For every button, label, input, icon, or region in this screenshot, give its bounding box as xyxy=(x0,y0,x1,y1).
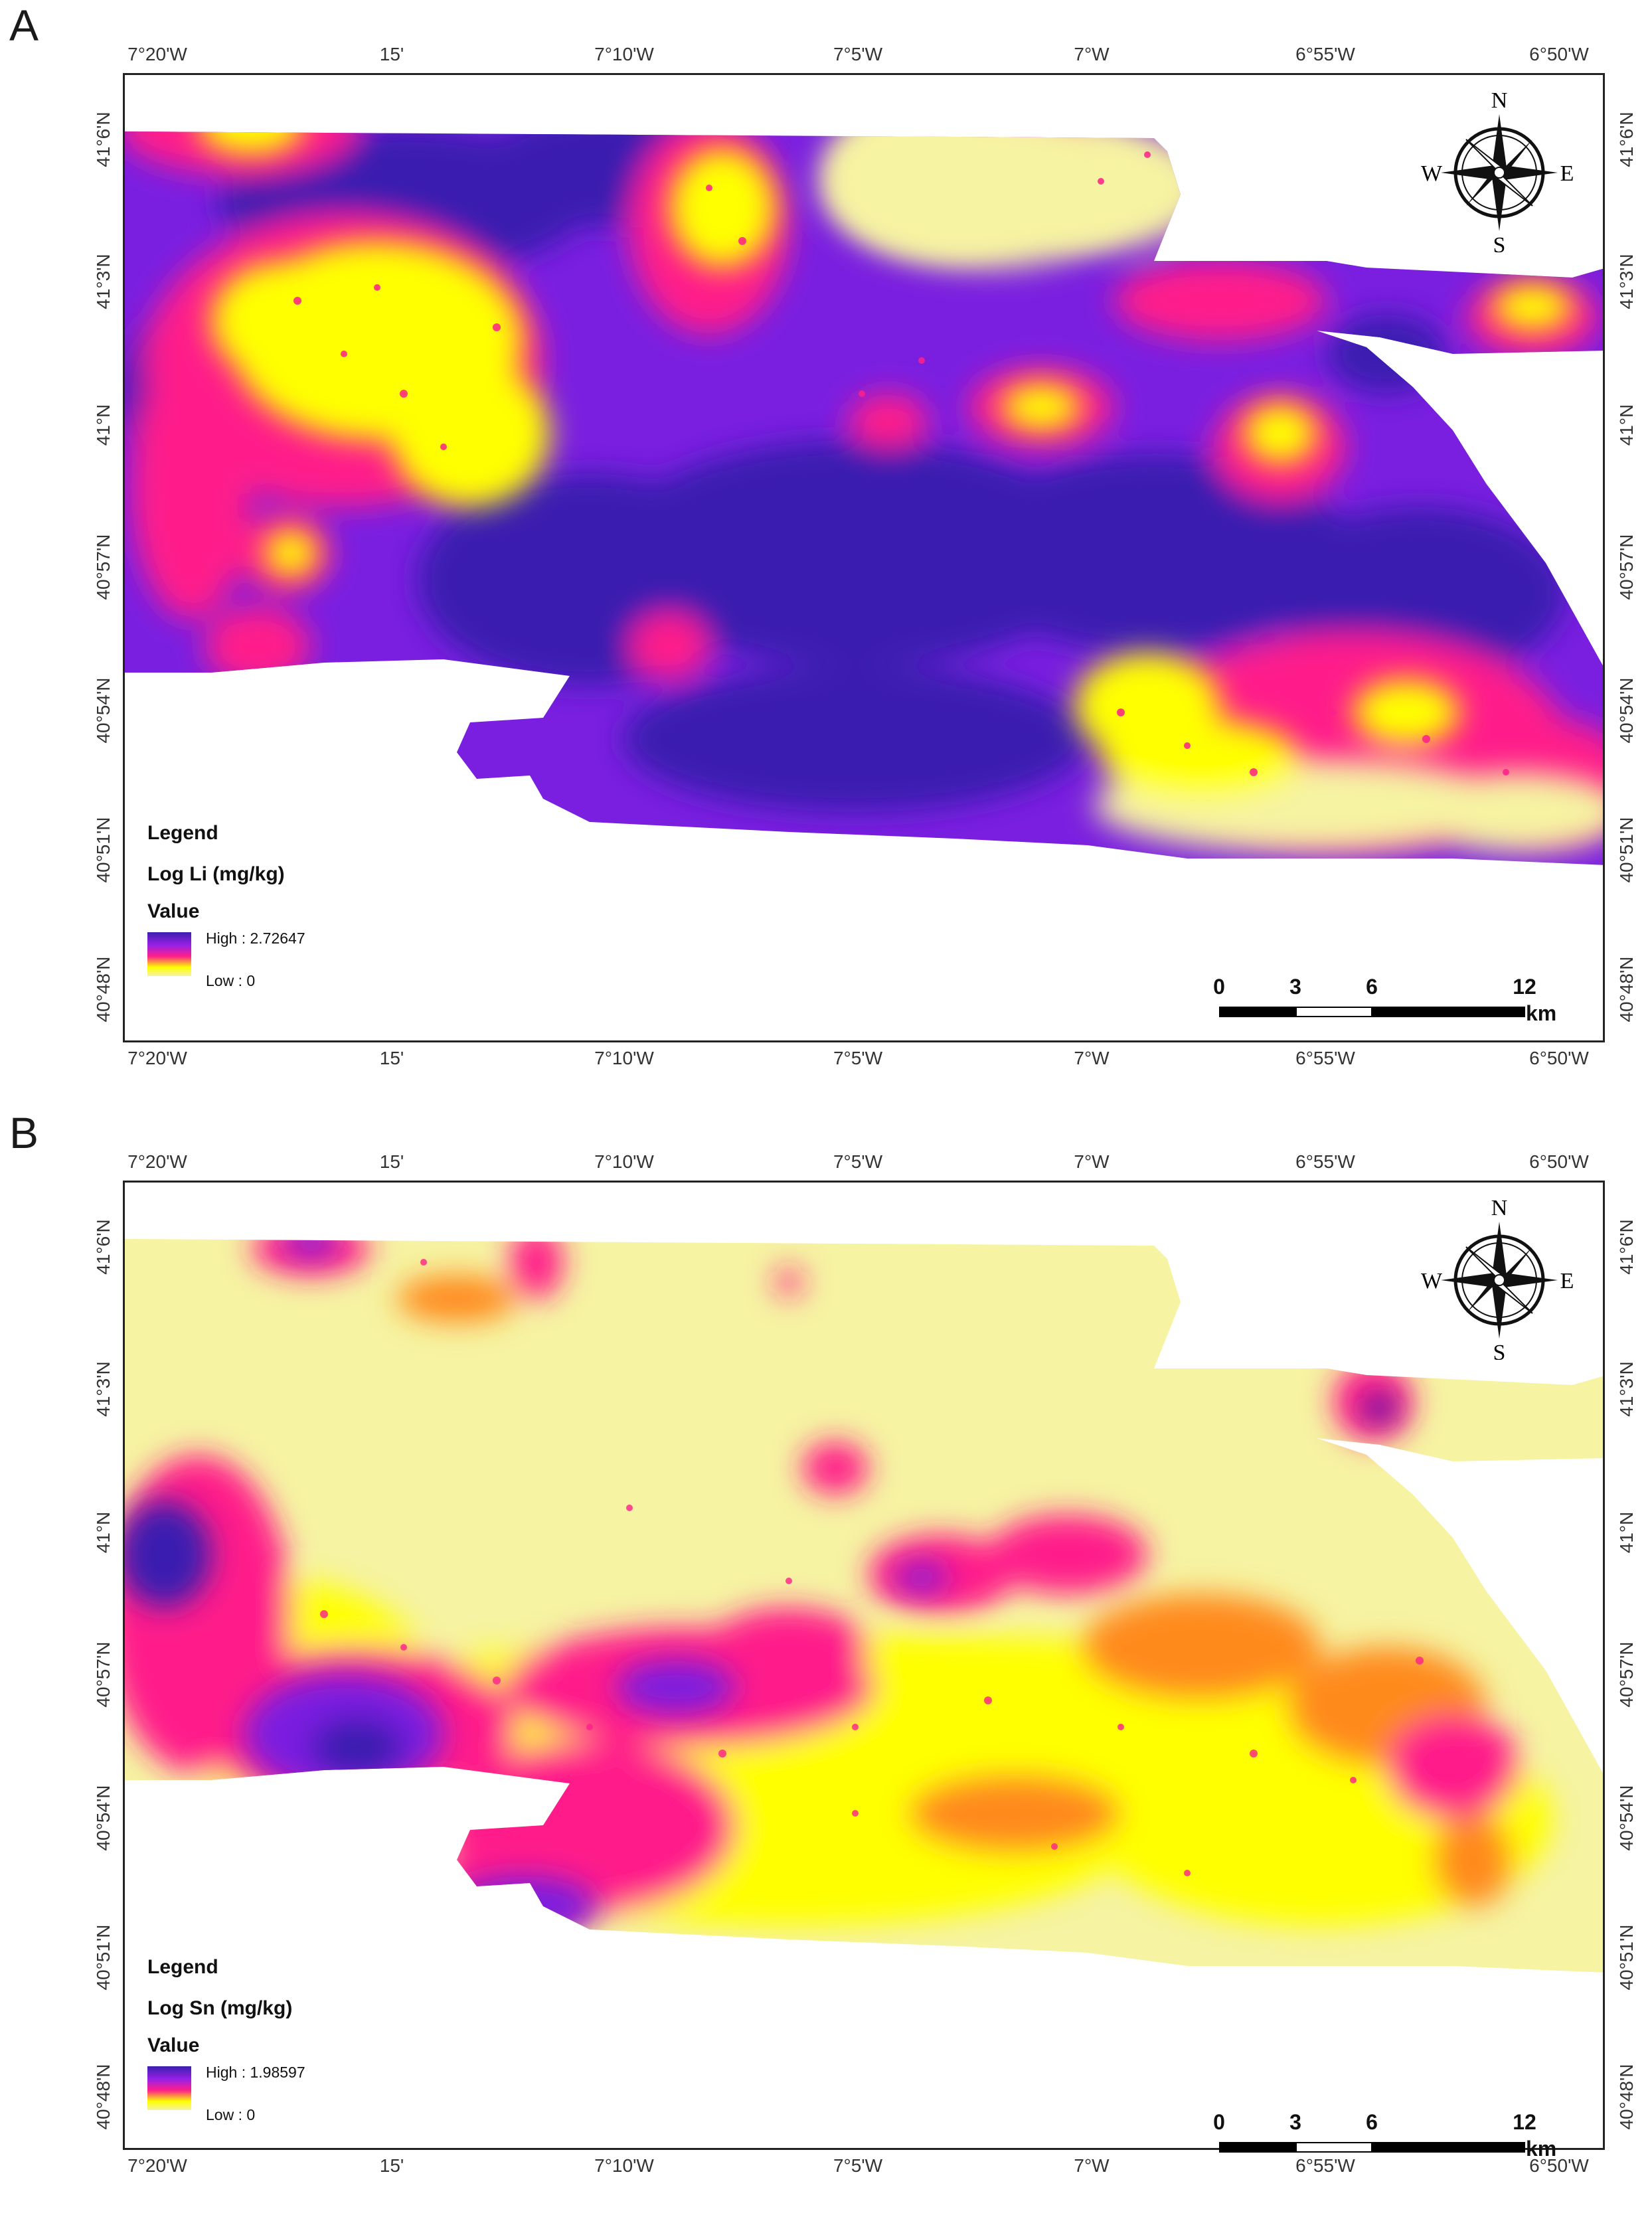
scale-tick: 12 xyxy=(1513,2110,1536,2134)
scale-unit: km xyxy=(1526,1001,1557,1025)
lon-tick: 6°50'W xyxy=(1529,2155,1589,2176)
legend-variable: Log Sn (mg/kg) xyxy=(147,1997,293,2019)
lon-tick: 6°55'W xyxy=(1295,1151,1355,1172)
lon-tick: 7°5'W xyxy=(833,2155,883,2176)
scale-segment xyxy=(1295,2142,1372,2153)
legend-high: High : 1.98597 xyxy=(206,2064,305,2081)
west-label: W xyxy=(1421,1269,1443,1293)
panel-label: A xyxy=(9,1,39,50)
map-frame xyxy=(123,1181,1605,2150)
scale-tick: 0 xyxy=(1213,975,1225,999)
scale-segment xyxy=(1219,2142,1296,2153)
legend-title: Legend xyxy=(147,1956,218,1978)
scale-unit: km xyxy=(1526,2137,1557,2161)
lon-tick: 7°W xyxy=(1074,1151,1110,1172)
legend-low: Low : 0 xyxy=(206,2106,256,2123)
lon-tick: 7°5'W xyxy=(833,1151,883,1172)
lon-tick: 15' xyxy=(379,1151,404,1172)
scale-tick: 3 xyxy=(1289,2110,1301,2134)
north-label: N xyxy=(1491,93,1508,113)
south-label: S xyxy=(1493,233,1506,252)
legend-value-label: Value xyxy=(147,2034,200,2056)
east-label: E xyxy=(1560,1269,1574,1293)
lon-tick: 7°10'W xyxy=(594,1151,654,1172)
legend-variable: Log Li (mg/kg) xyxy=(147,863,285,885)
panel-label: B xyxy=(9,1108,39,1157)
lon-tick: 7°W xyxy=(1074,1048,1110,1068)
lon-tick: 6°55'W xyxy=(1295,2155,1355,2176)
lon-tick: 7°10'W xyxy=(594,1048,654,1068)
lon-tick: 7°10'W xyxy=(594,2155,654,2176)
compass-rose-icon: N S E W xyxy=(1421,88,1574,258)
scale-segment xyxy=(1295,1007,1372,1017)
legend-high: High : 2.72647 xyxy=(206,930,305,947)
legend-value-label: Value xyxy=(147,900,200,922)
map-panel-a: A 7°20'W 15' 7°10'W 7°5'W 7°W 6°55'W 6°5… xyxy=(9,1,1637,1068)
lon-tick: 7°20'W xyxy=(127,1048,187,1068)
lon-tick: 15' xyxy=(379,2155,404,2176)
scale-bar: 0 3 6 12 km xyxy=(1213,975,1556,1025)
lon-tick: 6°55'W xyxy=(1295,1048,1355,1068)
scale-segment xyxy=(1372,2142,1525,2153)
scale-tick: 6 xyxy=(1366,2110,1378,2134)
lon-tick: 7°10'W xyxy=(594,44,654,64)
legend-title: Legend xyxy=(147,822,218,844)
scale-segment xyxy=(1219,1007,1296,1017)
north-arrow: N S E W xyxy=(1420,88,1579,258)
lon-tick: 6°50'W xyxy=(1529,44,1589,64)
north-label: N xyxy=(1491,1200,1508,1220)
lon-tick: 6°50'W xyxy=(1529,1151,1589,1172)
scale-tick: 12 xyxy=(1513,975,1536,999)
compass-rose-icon: N S E W xyxy=(1421,1196,1574,1365)
legend-color-ramp xyxy=(147,2066,191,2110)
map-frame xyxy=(123,73,1605,1042)
lon-tick: 15' xyxy=(379,1048,404,1068)
east-label: E xyxy=(1560,161,1574,186)
north-arrow: N S E W xyxy=(1420,1196,1579,1365)
lon-tick: 6°50'W xyxy=(1529,1048,1589,1068)
lon-tick: 6°55'W xyxy=(1295,44,1355,64)
lon-tick: 7°W xyxy=(1074,2155,1110,2176)
concentration-raster xyxy=(125,131,1603,865)
lon-tick: 7°W xyxy=(1074,44,1110,64)
scale-tick: 0 xyxy=(1213,2110,1225,2134)
scale-tick: 3 xyxy=(1289,975,1301,999)
west-label: W xyxy=(1421,161,1443,186)
legend-color-ramp xyxy=(147,932,191,976)
concentration-raster xyxy=(125,1239,1603,1973)
lon-tick: 7°5'W xyxy=(833,1048,883,1068)
scale-segment xyxy=(1372,1007,1525,1017)
lon-tick: 7°5'W xyxy=(833,44,883,64)
south-label: S xyxy=(1493,1341,1506,1360)
map-panel-b: B 7°20'W 15' 7°10'W 7°5'W 7°W 6°55'W 6°5… xyxy=(9,1108,1637,2176)
lon-tick: 7°20'W xyxy=(127,44,187,64)
legend-low: Low : 0 xyxy=(206,972,256,989)
lon-tick: 7°20'W xyxy=(127,2155,187,2176)
lon-tick: 7°20'W xyxy=(127,1151,187,1172)
scale-bar: 0 3 6 12 km xyxy=(1213,2110,1556,2161)
scale-tick: 6 xyxy=(1366,975,1378,999)
lon-tick: 15' xyxy=(379,44,404,64)
